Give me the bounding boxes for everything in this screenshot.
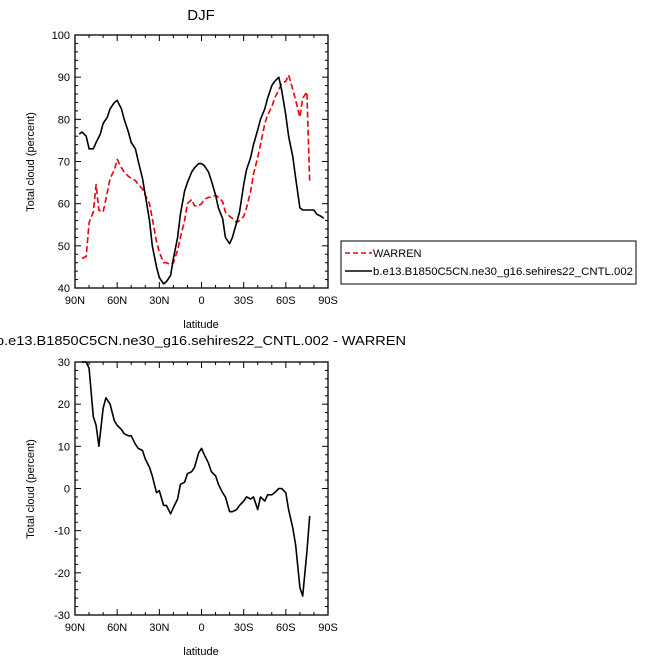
series-layer (82, 361, 311, 597)
chart-title: b.e13.B1850C5CN.ne30_g16.sehires22_CNTL.… (0, 333, 406, 348)
series-line-difference (82, 361, 311, 597)
x-tick-label: 30N (149, 622, 169, 634)
chart-title: DJF (187, 7, 215, 24)
y-tick-label: 60 (58, 199, 70, 211)
x-tick-label: 60S (276, 295, 296, 307)
x-axis-label: latitude (183, 646, 218, 658)
x-tick-label: 90N (65, 622, 85, 634)
y-axis: 40 50 60 70 80 90 100 (52, 30, 328, 295)
y-tick-label: 100 (52, 30, 70, 42)
x-tick-label: 90S (318, 622, 338, 634)
x-tick-label: 30S (234, 295, 254, 307)
x-tick-label: 90N (65, 295, 85, 307)
plot-frame (74, 34, 329, 289)
plot-frame (74, 361, 329, 616)
y-tick-label: 90 (58, 72, 70, 84)
x-tick-label: 30N (149, 295, 169, 307)
legend-label-warren: WARREN (373, 248, 422, 260)
y-axis-label: Total cloud (percent) (25, 439, 37, 539)
x-axis: 90N 60N 30N 0 30S 60S 90S (65, 362, 338, 634)
y-tick-label: -30 (54, 610, 70, 622)
y-tick-label: -20 (54, 568, 70, 580)
y-tick-label: 50 (58, 241, 70, 253)
series-line-model (78, 76, 325, 285)
y-tick-label: 10 (58, 441, 70, 453)
legend-label-model: b.e13.B1850C5CN.ne30_g16.sehires22_CNTL.… (373, 266, 633, 278)
x-tick-label: 60S (276, 622, 296, 634)
y-tick-label: 40 (58, 283, 70, 295)
x-tick-label: 60N (107, 622, 127, 634)
x-tick-label: 0 (198, 622, 204, 634)
chart-panel-bottom: b.e13.B1850C5CN.ne30_g16.sehires22_CNTL.… (0, 333, 406, 658)
legend: WARREN b.e13.B1850C5CN.ne30_g16.sehires2… (340, 240, 637, 285)
series-layer (78, 74, 325, 285)
x-tick-label: 90S (318, 295, 338, 307)
series-line-warren (81, 74, 311, 266)
x-tick-label: 0 (198, 295, 204, 307)
y-tick-label: 0 (64, 484, 70, 496)
y-tick-label: 30 (58, 357, 70, 369)
y-axis-label: Total cloud (percent) (25, 112, 37, 212)
y-tick-label: -10 (54, 526, 70, 538)
y-tick-label: 20 (58, 399, 70, 411)
x-tick-label: 30S (234, 622, 254, 634)
y-tick-label: 70 (58, 157, 70, 169)
x-axis: 90N 60N 30N 0 30S 60S 90S (65, 35, 338, 307)
legend-box (340, 240, 637, 285)
y-tick-label: 80 (58, 114, 70, 126)
x-axis-label: latitude (183, 319, 218, 331)
y-axis: -30 -20 -10 0 10 20 30 (54, 357, 328, 622)
x-tick-label: 60N (107, 295, 127, 307)
